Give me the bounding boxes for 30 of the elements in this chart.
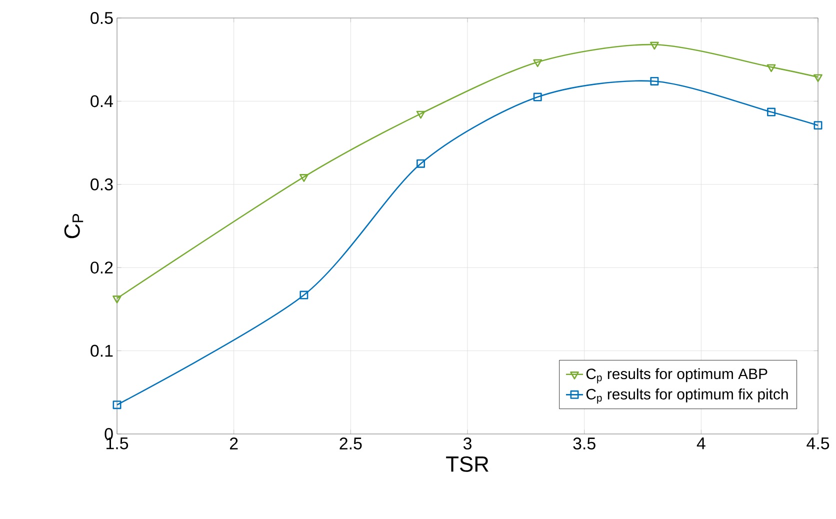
point [650, 42, 659, 50]
x-axis-title: TSR [446, 456, 488, 472]
point [650, 76, 659, 86]
point [416, 159, 426, 168]
point [766, 64, 776, 72]
point [533, 59, 542, 68]
point [814, 121, 822, 130]
x-tick-label: 1.5 [106, 438, 128, 450]
point [300, 290, 308, 300]
x-tick-label: 4.5 [806, 438, 830, 450]
point [767, 108, 776, 116]
point [416, 110, 426, 119]
y-axis-title: C$_{P}$ [64, 214, 84, 238]
x-tick-label: 3.5 [573, 438, 596, 450]
legend-label: C$_{p}$ results for optimum fix pitch [586, 388, 788, 404]
x-tick-label: 3 [463, 438, 472, 450]
x-tick-label: 4 [696, 438, 706, 450]
point [112, 296, 122, 304]
point [533, 92, 542, 102]
y-tick-label: 0.2 [90, 262, 113, 274]
y-tick-label: 0.1 [90, 344, 113, 357]
y-tick-label: 0.4 [90, 95, 113, 108]
x-tick-label: 2 [230, 438, 238, 450]
x-tick-label: 2.5 [340, 438, 362, 450]
y-tick-label: 0.5 [90, 12, 113, 24]
point [112, 400, 122, 410]
point [814, 74, 822, 82]
y-tick-label: 0.3 [90, 178, 113, 190]
legend-label: C$_{p}$ results for optimum ABP [586, 368, 768, 384]
point [299, 174, 308, 182]
